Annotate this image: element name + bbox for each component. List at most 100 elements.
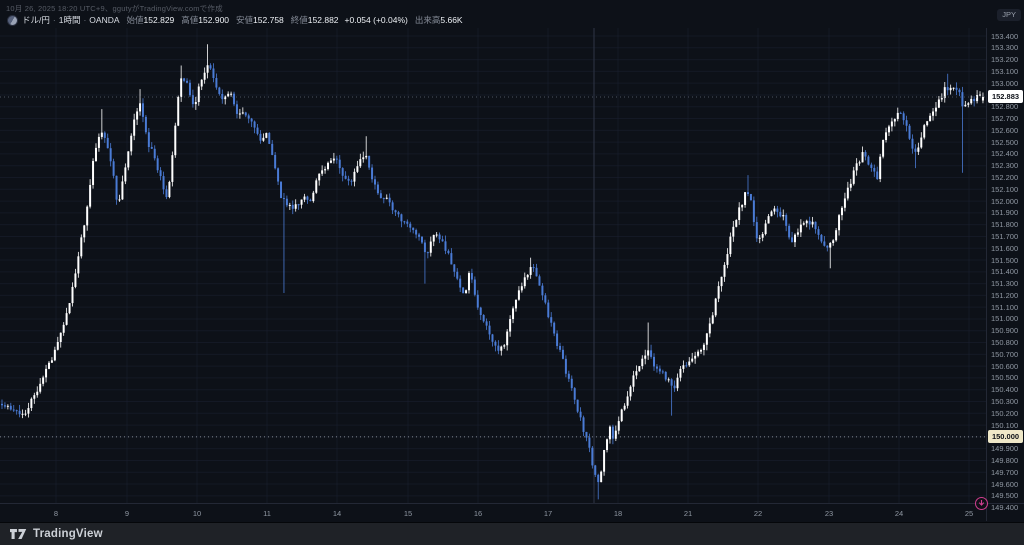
candle-body xyxy=(341,168,344,176)
candle-body xyxy=(711,315,714,324)
candle-body xyxy=(470,273,473,280)
candle-body xyxy=(238,113,241,115)
candle-body xyxy=(171,155,174,182)
candle-body xyxy=(347,178,350,181)
down-arrow-icon xyxy=(978,500,985,506)
candle-body xyxy=(520,286,523,291)
candle-body xyxy=(923,125,926,138)
candle-body xyxy=(793,234,796,243)
price-tick-label: 149.800 xyxy=(991,455,1019,465)
candle-body xyxy=(426,252,429,254)
exchange-label[interactable]: OANDA xyxy=(89,15,120,25)
candle-body xyxy=(338,159,341,169)
candle-body xyxy=(576,399,579,412)
candle-body xyxy=(438,234,441,240)
price-tick-label: 149.600 xyxy=(991,479,1019,489)
time-tick-label: 17 xyxy=(543,509,553,518)
price-tick-label: 150.700 xyxy=(991,349,1019,359)
candle-body xyxy=(153,148,156,159)
candle-body xyxy=(121,181,124,200)
candle-body xyxy=(415,230,418,235)
candle-body xyxy=(670,379,673,386)
symbol-name[interactable]: ドル/円 xyxy=(22,15,50,25)
candle-body xyxy=(840,207,843,216)
candle-body xyxy=(749,194,752,201)
scroll-to-realtime-button[interactable] xyxy=(975,497,988,510)
candle-body xyxy=(908,125,911,139)
candle-body xyxy=(379,193,382,199)
candle-body xyxy=(738,207,741,221)
candle-body xyxy=(265,132,268,138)
candle-body xyxy=(259,133,262,141)
time-tick-label: 24 xyxy=(894,509,904,518)
candle-body xyxy=(755,222,758,239)
candle-body xyxy=(682,365,685,369)
candle-body xyxy=(3,405,6,407)
candle-body xyxy=(68,303,71,314)
candle-body xyxy=(250,118,253,122)
candle-body xyxy=(887,126,890,133)
interval-label[interactable]: 1時間 xyxy=(58,15,81,25)
candle-body xyxy=(112,161,115,176)
candle-body xyxy=(626,396,629,406)
price-tick-label: 153.200 xyxy=(991,55,1019,65)
candle-body xyxy=(368,155,371,168)
high-value: 高値152.900 xyxy=(181,15,230,25)
candle-body xyxy=(556,333,559,346)
price-tick-label: 152.000 xyxy=(991,196,1019,206)
price-tick-label: 152.200 xyxy=(991,172,1019,182)
candle-body xyxy=(855,163,858,171)
candle-body xyxy=(209,65,212,69)
currency-unit-badge[interactable]: JPY xyxy=(997,9,1021,21)
time-tick-label: 25 xyxy=(964,509,974,518)
candle-body xyxy=(911,138,914,149)
candle-body xyxy=(952,87,955,89)
candle-body xyxy=(459,278,462,288)
candle-body xyxy=(702,344,705,350)
price-tick-label: 151.500 xyxy=(991,255,1019,265)
candle-body xyxy=(197,86,200,103)
candle-body xyxy=(306,196,309,200)
candle-body xyxy=(532,267,535,269)
tradingview-logo-icon[interactable] xyxy=(10,528,27,540)
candle-body xyxy=(735,220,738,227)
time-axis[interactable]: 8 9 10 11 14 15 16 17 18 21 22 23 24 25 xyxy=(0,503,1024,522)
candle-body xyxy=(741,204,744,208)
candle-body xyxy=(858,162,861,164)
candle-body xyxy=(929,115,932,122)
candle-body xyxy=(212,68,215,79)
candle-body xyxy=(805,220,808,224)
time-tick-label: 11 xyxy=(263,509,271,518)
tradingview-brand[interactable]: TradingView xyxy=(33,528,103,540)
price-axis[interactable]: 153.400 153.300 153.200 153.100 153.000 152.8… xyxy=(986,28,1024,521)
price-tick-label: 151.200 xyxy=(991,290,1019,300)
candle-body xyxy=(359,159,362,167)
symbol-info-bar[interactable]: ドル/円 · 1時間 · OANDA 始値152.829 高値152.900 安… xyxy=(7,14,463,26)
candle-body xyxy=(479,307,482,316)
separator-dot: · xyxy=(83,15,87,25)
candle-body xyxy=(573,388,576,400)
candle-body xyxy=(720,276,723,287)
candle-body xyxy=(86,206,89,226)
candle-body xyxy=(400,214,403,222)
candle-body xyxy=(535,267,538,277)
candle-body xyxy=(188,82,191,96)
price-tick-label: 151.000 xyxy=(991,314,1019,324)
candle-body xyxy=(274,154,277,169)
candle-body xyxy=(150,147,153,149)
candle-body xyxy=(788,225,791,238)
candle-body xyxy=(838,215,841,231)
candle-body xyxy=(230,93,233,95)
candlestick-chart[interactable] xyxy=(0,28,986,503)
candle-body xyxy=(512,308,515,320)
candle-body xyxy=(647,350,650,356)
candle-body xyxy=(714,298,717,316)
candle-body xyxy=(758,237,761,239)
candle-body xyxy=(688,361,691,366)
price-tick-label: 150.100 xyxy=(991,420,1019,430)
candle-body xyxy=(256,127,259,134)
candle-body xyxy=(482,315,485,322)
candle-body xyxy=(673,385,676,389)
price-tick-label: 151.900 xyxy=(991,208,1019,218)
